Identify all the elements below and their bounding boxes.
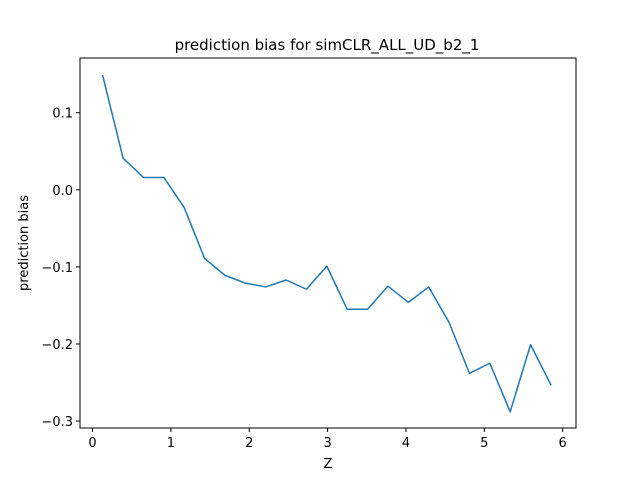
x-tick-label: 6: [559, 436, 567, 451]
x-axis-ticks: 0 1 2 3 4 5 6: [88, 428, 567, 451]
x-tick-label: 1: [167, 436, 175, 451]
x-tick-label: 3: [323, 436, 331, 451]
chart-title: prediction bias for simCLR_ALL_UD_b2_1: [175, 36, 480, 55]
x-tick-label: 0: [88, 436, 96, 451]
y-axis-label: prediction bias: [17, 195, 32, 291]
y-tick-label: 0.1: [52, 107, 73, 122]
y-tick-label: −0.2: [41, 338, 73, 353]
y-tick-label: 0.0: [52, 184, 73, 199]
x-axis-label: Z: [324, 457, 333, 472]
series-line-1: [101, 74, 552, 413]
series-layer: [101, 74, 552, 413]
y-tick-label: −0.3: [41, 415, 73, 430]
y-tick-label: −0.1: [41, 261, 73, 276]
plot-frame: [79, 57, 577, 429]
x-tick-label: 4: [402, 436, 410, 451]
x-tick-label: 5: [480, 436, 488, 451]
x-tick-label: 2: [245, 436, 253, 451]
y-axis-ticks: 0.1 0.0 −0.1 −0.2 −0.3: [41, 107, 80, 430]
